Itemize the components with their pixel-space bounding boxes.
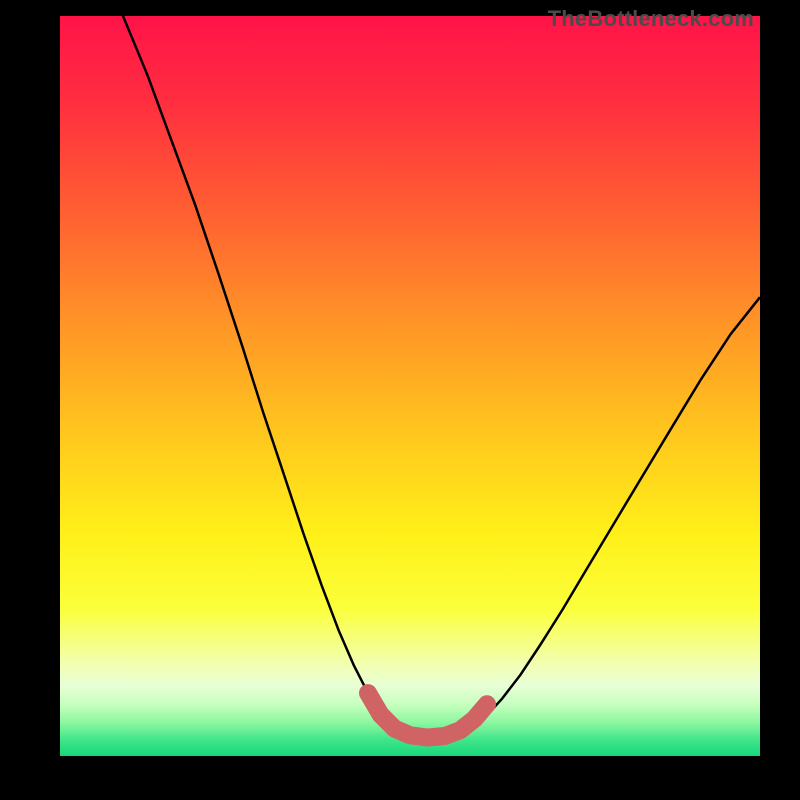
- chart-outer-frame: TheBottleneck.com: [0, 0, 800, 800]
- watermark-text: TheBottleneck.com: [548, 6, 754, 32]
- plot-area: [60, 16, 760, 756]
- curve-left: [123, 16, 392, 726]
- trough-highlight: [368, 693, 487, 737]
- curve-right: [473, 297, 760, 726]
- curve-layer: [60, 16, 760, 756]
